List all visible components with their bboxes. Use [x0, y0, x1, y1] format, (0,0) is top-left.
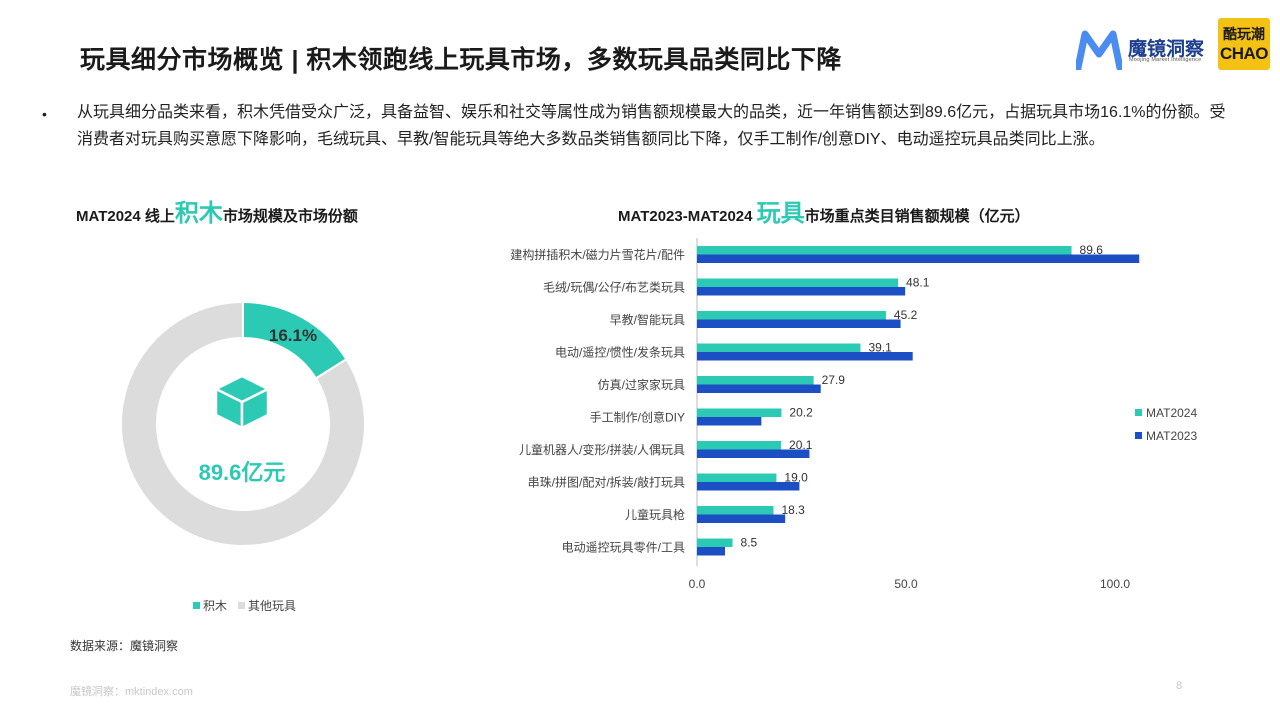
- bar-data-label: 20.1: [789, 438, 813, 452]
- left-chart-title: MAT2024 线上积木市场规模及市场份额: [76, 193, 358, 228]
- footer-watermark: 魔镜洞察：mktindex.com: [70, 686, 193, 698]
- bar-mat2023-0: [697, 254, 1140, 263]
- bar-data-label: 48.1: [906, 276, 930, 290]
- bar-mat2024-8: [697, 506, 774, 515]
- bar-data-label: 89.6: [1080, 243, 1104, 257]
- bar-x-tick-label: 0.0: [689, 577, 706, 591]
- bar-legend-swatch-0: [1135, 409, 1142, 416]
- bar-data-label: 8.5: [741, 536, 758, 550]
- bar-legend-swatch-1: [1135, 432, 1142, 439]
- bar-category-label: 儿童玩具枪: [625, 507, 685, 522]
- bullet-dot: •: [42, 106, 47, 122]
- bar-legend-label-1: MAT2023: [1146, 429, 1197, 443]
- right-title-suffix: 市场重点类目销售额规模（亿元）: [804, 208, 1030, 225]
- bullet-text: 从玩具细分品类来看，积木凭借受众广泛，具备益智、娱乐和社交等属性成为销售额规模最…: [77, 104, 1226, 148]
- bar-mat2024-9: [697, 538, 733, 547]
- bar-data-label: 18.3: [781, 503, 805, 517]
- donut-legend-swatch-0: [193, 602, 200, 609]
- right-title-highlight: 玩具: [756, 200, 805, 227]
- bar-mat2024-0: [697, 246, 1072, 255]
- left-title-highlight: 积木: [174, 200, 223, 227]
- bar-category-label: 电动/遥控/惯性/发条玩具: [555, 345, 685, 360]
- bar-mat2023-4: [697, 384, 821, 393]
- partner-logo-top: 酷玩潮: [1223, 26, 1265, 42]
- bar-data-label: 45.2: [894, 308, 918, 322]
- bar-mat2024-1: [697, 278, 899, 287]
- bar-x-tick-label: 50.0: [894, 577, 918, 591]
- bar-legend-label-0: MAT2024: [1146, 406, 1197, 420]
- donut-legend-label-1: 其他玩具: [248, 599, 296, 613]
- bar-mat2023-8: [697, 514, 786, 523]
- data-source: 数据来源：魔镜洞察: [70, 639, 179, 653]
- bar-category-label: 串珠/拼图/配对/拆装/敲打玩具: [528, 475, 685, 490]
- bar-category-label: 早教/智能玩具: [610, 312, 685, 327]
- page-title: 玩具细分市场概览 | 积木领跑线上玩具市场，多数玩具品类同比下降: [80, 46, 842, 74]
- bar-mat2023-9: [697, 547, 726, 556]
- bar-data-label: 20.2: [789, 406, 813, 420]
- bar-category-label: 建构拼插积木/磁力片雪花片/配件: [510, 247, 685, 262]
- bar-mat2023-5: [697, 417, 762, 426]
- page-number: 8: [1176, 680, 1183, 692]
- bar-data-label: 39.1: [868, 341, 892, 355]
- bar-mat2023-2: [697, 319, 901, 328]
- bar-mat2024-2: [697, 311, 886, 320]
- right-chart-title: MAT2023-MAT2024 玩具市场重点类目销售额规模（亿元）: [618, 193, 1030, 228]
- bar-mat2024-4: [697, 376, 814, 385]
- bar-mat2024-6: [697, 441, 782, 450]
- left-title-prefix: MAT2024 线上: [76, 208, 175, 225]
- partner-logo: 酷玩潮 CHAO: [1218, 18, 1270, 70]
- bar-mat2024-5: [697, 408, 782, 417]
- right-title-prefix: MAT2023-MAT2024: [618, 208, 757, 225]
- bar-data-label: 19.0: [784, 471, 808, 485]
- donut-slice-label: 16.1%: [269, 326, 317, 345]
- bar-category-label: 儿童机器人/变形/拼装/人偶玩具: [519, 442, 685, 457]
- bar-mat2024-3: [697, 343, 861, 352]
- bar-category-label: 电动遥控玩具零件/工具: [562, 541, 685, 555]
- bar-mat2023-3: [697, 352, 913, 361]
- logo-text: 魔镜洞察: [1128, 39, 1205, 60]
- bar-category-label: 毛绒/玩偶/公仔/布艺类玩具: [543, 281, 685, 295]
- left-title-suffix: 市场规模及市场份额: [222, 208, 358, 225]
- donut-center-label: 89.6亿元: [199, 460, 286, 485]
- logo-subtitle: Moojing Market Intelligence: [1129, 57, 1202, 63]
- partner-logo-bottom: CHAO: [1219, 44, 1269, 63]
- bar-chart: 建构拼插积木/磁力片雪花片/配件 89.6 毛绒/玩偶/公仔/布艺类玩具 48.1 早教…: [510, 238, 1197, 591]
- bar-category-label: 手工制作/创意DIY: [590, 410, 685, 425]
- bar-mat2023-1: [697, 287, 906, 296]
- donut-legend-swatch-1: [238, 602, 245, 609]
- bar-mat2023-6: [697, 449, 810, 458]
- moojing-logo-icon: [1076, 30, 1122, 70]
- bar-mat2023-7: [697, 482, 800, 491]
- bar-mat2024-7: [697, 473, 777, 482]
- donut-slice-1: [120, 300, 366, 547]
- bar-data-label: 27.9: [822, 373, 846, 387]
- bar-category-label: 仿真/过家家玩具: [598, 377, 685, 392]
- donut-legend-label-0: 积木: [203, 599, 227, 613]
- cube-icon: [213, 374, 271, 431]
- bar-x-tick-label: 100.0: [1100, 577, 1130, 591]
